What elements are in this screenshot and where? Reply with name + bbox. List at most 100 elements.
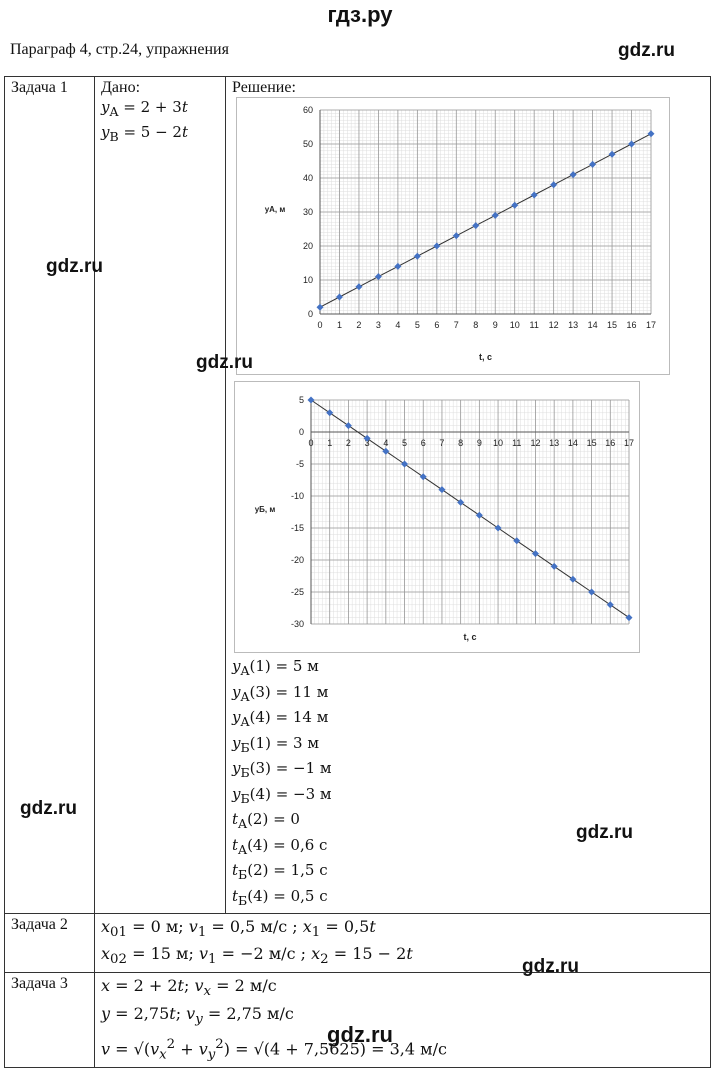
x-tick-label: 5	[415, 320, 420, 330]
data-point	[550, 181, 558, 189]
result-line: yA(3) = 11 м	[232, 682, 329, 704]
data-point	[475, 511, 483, 519]
result-line: tA(4) = 0,6 с	[232, 835, 328, 857]
data-point	[608, 150, 616, 158]
watermark: gdz.ru	[46, 256, 103, 277]
task-3-label: Задача 3	[4, 972, 95, 1068]
x-tick-label: 0	[317, 320, 322, 330]
x-tick-label: 15	[587, 438, 597, 448]
x-tick-label: 10	[510, 320, 520, 330]
data-point	[382, 447, 390, 455]
data-point	[413, 252, 421, 260]
y-tick-label: -10	[291, 491, 304, 501]
y-tick-label: 0	[299, 427, 304, 437]
data-point	[628, 140, 636, 148]
result-line: yБ(3) = −1 м	[232, 759, 332, 780]
paragraph-header: Параграф 4, стр.24, упражнения	[10, 41, 229, 58]
x-tick-label: 16	[605, 438, 615, 448]
watermark: gdz.ru	[20, 798, 77, 819]
task-2-row: Задача 2 x01 = 0 м; v1 = 0,5 м/с ; x1 = …	[4, 912, 711, 974]
given-ya: yA = 2 + 3t	[101, 98, 188, 119]
y-tick-label: -20	[291, 555, 304, 565]
y-tick-label: -25	[291, 587, 304, 597]
watermark: gdz.ru	[522, 956, 579, 977]
given-yb: yB = 5 − 2t	[101, 123, 188, 144]
data-point	[625, 614, 633, 622]
task-2-line-1: x01 = 0 м; v1 = 0,5 м/с ; x1 = 0,5t	[101, 917, 376, 941]
y-axis-label: yБ, м	[255, 505, 276, 514]
x-tick-label: 14	[588, 320, 598, 330]
data-point	[457, 498, 465, 506]
x-tick-label: 9	[477, 438, 482, 448]
chart-ya-frame: 0 1 2 3 4 5 6 7 8 9 10 11 12 13 14 15 16 17 0 10 20 30 40 50 60 t…	[236, 97, 670, 375]
y-tick-label: 30	[303, 207, 313, 217]
data-point	[606, 601, 614, 609]
x-tick-label: 8	[473, 320, 478, 330]
x-axis-label: t, c	[479, 352, 492, 362]
x-tick-label: 14	[568, 438, 578, 448]
x-tick-label: 10	[493, 438, 503, 448]
x-tick-label: 2	[356, 320, 361, 330]
series-line	[319, 133, 652, 308]
y-tick-label: 40	[303, 173, 313, 183]
data-point	[569, 171, 577, 179]
task-2-label: Задача 2	[4, 912, 95, 974]
result-line: yA(1) = 5 м	[232, 657, 319, 678]
result-line: tA(2) = 0	[232, 810, 300, 831]
x-tick-label: 17	[624, 438, 634, 448]
data-point	[472, 222, 480, 230]
data-point	[452, 232, 460, 240]
result-line: yБ(1) = 3 м	[232, 733, 320, 755]
data-point	[419, 473, 427, 481]
x-tick-label: 5	[402, 438, 407, 448]
x-tick-label: 12	[530, 438, 540, 448]
solution-title: Решение:	[232, 79, 296, 96]
data-point	[550, 562, 558, 570]
x-tick-label: 0	[308, 438, 313, 448]
x-tick-label: 11	[512, 438, 521, 448]
x-tick-label: 2	[346, 438, 351, 448]
result-line: yБ(4) = −3 м	[232, 784, 332, 806]
data-point	[588, 588, 596, 596]
watermark: gdz.ru	[576, 822, 633, 843]
data-point	[401, 460, 409, 468]
data-point	[344, 422, 352, 430]
chart-ya: 0 1 2 3 4 5 6 7 8 9 10 11 12 13 14 15 16 170102030405060t…	[265, 105, 656, 362]
y-tick-label: -30	[291, 619, 304, 629]
site-title: гдз.ру	[327, 2, 393, 27]
result-line: yA(4) = 14 м	[232, 708, 329, 729]
data-point	[335, 293, 343, 301]
watermark: gdz.ru	[196, 352, 253, 373]
y-tick-label: 0	[308, 309, 313, 319]
y-tick-label: 20	[303, 241, 313, 251]
x-tick-label: 6	[421, 438, 426, 448]
data-point	[307, 396, 315, 404]
watermark: gdz.ru	[618, 40, 675, 61]
results-list: yA(1) = 5 м yA(3) = 11 м yA(4) = 14 м yБ…	[232, 656, 704, 911]
x-tick-label: 11	[530, 320, 539, 330]
data-point	[531, 550, 539, 558]
x-tick-label: 8	[458, 438, 463, 448]
task-3-line-2: y = 2,75t; vy = 2,75 м/с	[101, 1003, 294, 1027]
data-point	[355, 283, 363, 291]
task-1-label: Задача 1	[4, 76, 95, 914]
site-footer: gdz.ru	[327, 1022, 393, 1047]
task-3-line-1: x = 2 + 2t; vx = 2 м/с	[101, 976, 277, 1000]
x-tick-label: 4	[395, 320, 400, 330]
x-tick-label: 7	[454, 320, 459, 330]
data-point	[511, 201, 519, 209]
data-point	[494, 524, 502, 532]
data-point	[513, 537, 521, 545]
y-tick-label: 5	[299, 395, 304, 405]
data-point	[589, 160, 597, 168]
x-tick-label: 1	[327, 438, 332, 448]
x-tick-label: 7	[439, 438, 444, 448]
task-1-solution: Решение: 0 1 2 3 4 5 6 7 8 9 10 11 12 13 14 15 16 17 0 10 20…	[225, 76, 711, 914]
x-tick-label: 3	[376, 320, 381, 330]
x-tick-label: 17	[646, 320, 656, 330]
y-tick-label: -15	[291, 523, 304, 533]
data-point	[433, 242, 441, 250]
x-tick-label: 12	[549, 320, 559, 330]
given-title: Дано:	[101, 79, 141, 96]
x-tick-label: 3	[365, 438, 370, 448]
